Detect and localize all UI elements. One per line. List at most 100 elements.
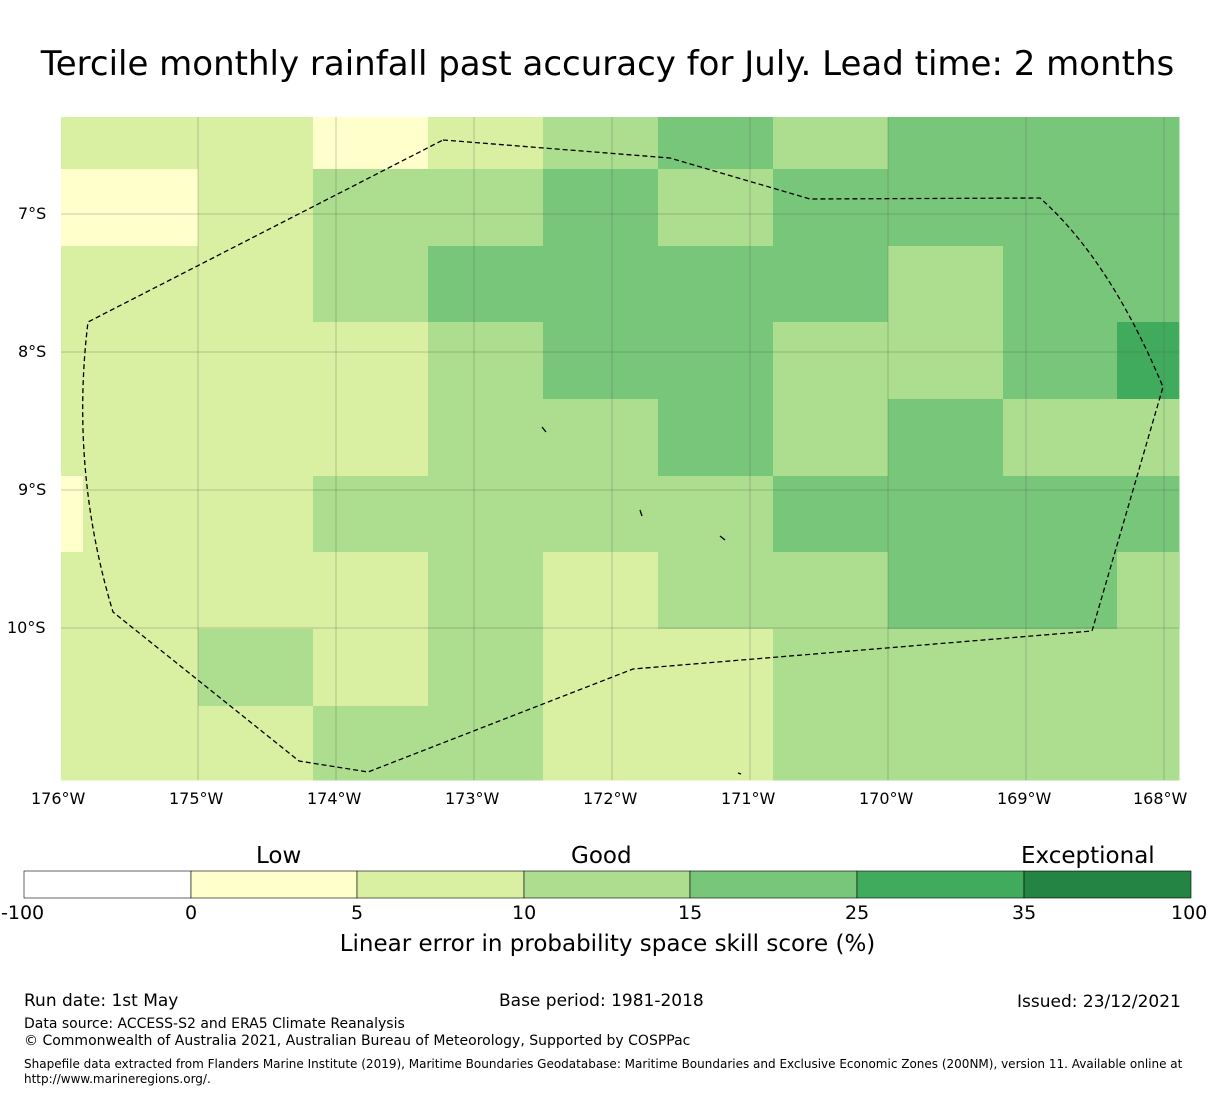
page-title: Tercile monthly rainfall past accuracy f… bbox=[40, 44, 1175, 84]
skill-cell bbox=[198, 246, 314, 323]
base-period: Base period: 1981-2018 bbox=[499, 991, 704, 1011]
skill-cell bbox=[658, 706, 774, 781]
skill-cell bbox=[543, 117, 659, 170]
skill-cell bbox=[198, 117, 314, 170]
colorbar bbox=[23, 870, 1192, 899]
lon-label: 176°W bbox=[31, 789, 86, 808]
colorbar-segment bbox=[23, 870, 192, 899]
skill-cell bbox=[198, 322, 314, 400]
skill-cell bbox=[1117, 322, 1179, 399]
colorbar-tick: 25 bbox=[845, 902, 870, 924]
skill-cell bbox=[61, 552, 199, 630]
shapefile-credit: Shapefile data extracted from Flanders M… bbox=[24, 1057, 1183, 1086]
skill-cell bbox=[543, 246, 659, 323]
skill-cell bbox=[313, 476, 429, 553]
skill-cell bbox=[61, 246, 199, 323]
colorbar-segment bbox=[190, 870, 358, 899]
skill-cell bbox=[773, 322, 889, 400]
skill-cell bbox=[773, 706, 889, 781]
skill-cell bbox=[313, 246, 429, 323]
skill-cell bbox=[428, 169, 544, 247]
skill-cell bbox=[428, 629, 544, 707]
colorbar-tick: 10 bbox=[512, 902, 537, 924]
skill-cell bbox=[888, 629, 1004, 707]
skill-cell bbox=[888, 399, 1004, 477]
skill-cell bbox=[773, 169, 889, 247]
skill-cell bbox=[773, 476, 889, 553]
skill-cell bbox=[543, 399, 659, 477]
skill-cell bbox=[313, 629, 429, 707]
category-label-good: Good bbox=[571, 843, 632, 869]
copyright: © Commonwealth of Australia 2021, Austra… bbox=[24, 1033, 691, 1049]
skill-cell bbox=[773, 246, 889, 323]
skill-cell bbox=[428, 706, 544, 781]
skill-cell bbox=[61, 476, 199, 553]
skill-cell bbox=[313, 322, 429, 400]
skill-cell bbox=[1117, 552, 1179, 629]
colorbar-tick: 5 bbox=[351, 902, 364, 924]
skill-cell bbox=[1003, 629, 1180, 707]
colorbar-title: Linear error in probability space skill … bbox=[339, 931, 876, 957]
run-date: Run date: 1st May bbox=[24, 991, 179, 1011]
data-source: Data source: ACCESS-S2 and ERA5 Climate … bbox=[24, 1016, 405, 1032]
skill-cell bbox=[658, 322, 774, 400]
graticule bbox=[61, 117, 1179, 780]
skill-cell bbox=[888, 246, 1004, 323]
colorbar-segment bbox=[523, 870, 691, 899]
skill-cell bbox=[658, 476, 774, 553]
colorbar-tick: 100 bbox=[1171, 902, 1208, 924]
skill-cell bbox=[198, 169, 314, 247]
island-mark bbox=[541, 426, 547, 433]
colorbar-tick: 35 bbox=[1012, 902, 1037, 924]
skill-cell bbox=[428, 476, 544, 553]
lon-label: 169°W bbox=[997, 789, 1052, 808]
skill-cell bbox=[313, 706, 429, 781]
skill-cell bbox=[543, 322, 659, 400]
colorbar-segment bbox=[856, 870, 1025, 899]
skill-cell bbox=[198, 552, 314, 630]
islands bbox=[541, 426, 742, 775]
skill-cell bbox=[198, 399, 314, 477]
skill-cell bbox=[313, 552, 429, 630]
skill-cell bbox=[313, 399, 429, 477]
skill-cell bbox=[1003, 169, 1180, 247]
skill-cell bbox=[313, 169, 429, 247]
skill-cell bbox=[543, 629, 659, 707]
lon-label: 175°W bbox=[169, 789, 224, 808]
island-mark bbox=[639, 509, 643, 517]
skill-cell bbox=[428, 399, 544, 477]
colorbar-tick: -100 bbox=[1, 902, 45, 924]
skill-cell bbox=[61, 322, 199, 400]
colorbar-segment bbox=[689, 870, 858, 899]
lon-label: 173°W bbox=[445, 789, 500, 808]
category-label-exceptional: Exceptional bbox=[1021, 843, 1155, 869]
skill-cell bbox=[658, 169, 774, 247]
category-label-low: Low bbox=[256, 843, 302, 869]
skill-cell bbox=[888, 169, 1004, 247]
skill-cell bbox=[61, 706, 199, 781]
lat-label: 9°S bbox=[18, 480, 47, 499]
skill-cell bbox=[888, 552, 1004, 630]
skill-cell bbox=[543, 552, 659, 630]
skill-cell bbox=[1003, 117, 1180, 170]
skill-cell bbox=[773, 552, 889, 630]
skill-cell bbox=[658, 399, 774, 477]
island-mark bbox=[719, 535, 726, 541]
lat-label: 8°S bbox=[18, 342, 47, 361]
skill-cell bbox=[428, 322, 544, 400]
lon-label: 171°W bbox=[721, 789, 776, 808]
lat-label: 7°S bbox=[18, 204, 47, 223]
lon-label: 168°W bbox=[1133, 789, 1188, 808]
skill-cell bbox=[61, 399, 199, 477]
skill-cell bbox=[1003, 706, 1180, 781]
skill-cell bbox=[313, 117, 429, 170]
skill-cell bbox=[773, 629, 889, 707]
skill-cell bbox=[61, 117, 199, 170]
skill-cell bbox=[543, 706, 659, 781]
skill-cell bbox=[61, 476, 83, 552]
colorbar-tick: 0 bbox=[185, 902, 198, 924]
island-mark bbox=[737, 772, 742, 775]
skill-cell bbox=[428, 246, 544, 323]
skill-cell bbox=[198, 706, 314, 781]
